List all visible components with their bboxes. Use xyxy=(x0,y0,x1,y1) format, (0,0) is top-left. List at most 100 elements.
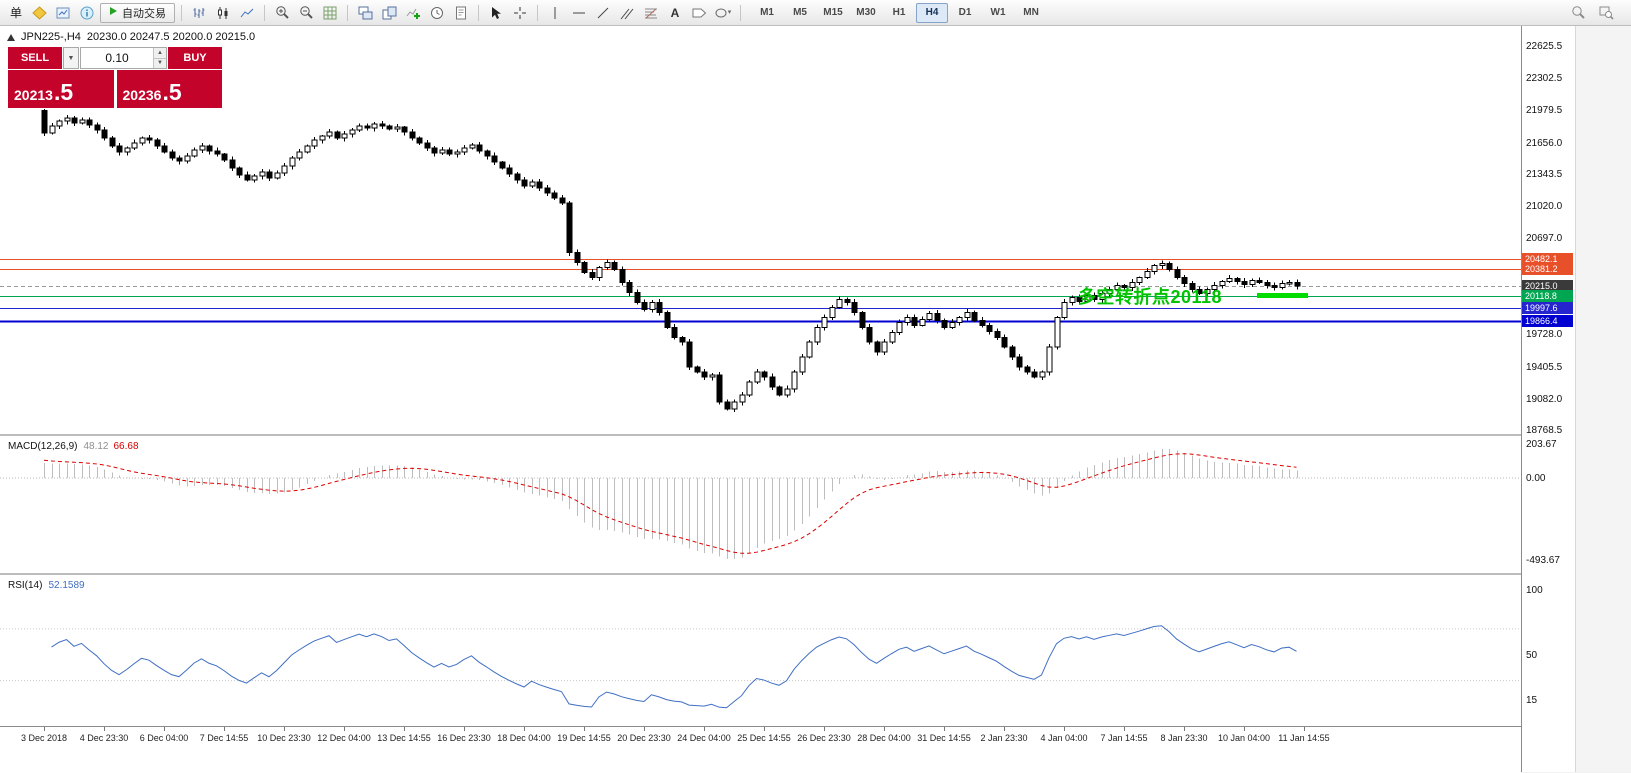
candle-body xyxy=(41,109,48,134)
market-watch-icon[interactable] xyxy=(52,3,74,23)
rsi-line xyxy=(51,625,1297,709)
candle-body xyxy=(776,386,783,396)
candle-body xyxy=(56,120,63,127)
lot-increase-button[interactable]: ▲ xyxy=(154,48,166,59)
candle-body xyxy=(919,318,926,326)
candle-body xyxy=(746,381,753,396)
shapes-caret-icon: ▾ xyxy=(727,9,732,16)
buy-price-main: 20236 xyxy=(122,87,162,104)
vertical-line-tool-icon[interactable] xyxy=(544,3,566,23)
candle-body xyxy=(259,171,266,177)
candle-body xyxy=(304,145,311,153)
crosshair-icon[interactable] xyxy=(509,3,531,23)
new-order-icon[interactable] xyxy=(28,3,50,23)
timeframe-h1[interactable]: H1 xyxy=(892,7,906,18)
rsi-scale-label: 100 xyxy=(1526,585,1543,596)
candle-body xyxy=(1256,280,1263,284)
candle-body xyxy=(394,126,401,130)
separator xyxy=(181,4,183,21)
price-axis-label: 21020.0 xyxy=(1526,200,1563,212)
rsi-pane-canvas[interactable] xyxy=(0,576,1521,724)
candle-body xyxy=(859,311,866,328)
zoom-in-icon[interactable] xyxy=(271,3,293,23)
time-axis-label: 2 Jan 23:30 xyxy=(980,733,1028,743)
candle-body xyxy=(116,145,123,153)
sell-price-button[interactable]: 20213 .5 xyxy=(8,70,114,108)
candle-body xyxy=(101,129,108,139)
candle-body xyxy=(364,125,371,129)
timeframe-mn[interactable]: MN xyxy=(1023,7,1039,18)
candle-body xyxy=(836,298,843,308)
candle-body xyxy=(1031,371,1038,378)
annotation-text[interactable]: 多空转折点20118 xyxy=(1078,287,1223,307)
zoom-out-icon[interactable] xyxy=(295,3,317,23)
candle-body xyxy=(799,356,806,373)
buy-price-button[interactable]: 20236 .5 xyxy=(116,70,222,108)
time-axis-label: 31 Dec 14:55 xyxy=(917,733,971,743)
fibonacci-tool-icon[interactable] xyxy=(640,3,662,23)
macd-scale-label: 0.00 xyxy=(1526,472,1546,484)
timeframe-m1[interactable]: M1 xyxy=(760,7,774,18)
candle-body xyxy=(199,145,206,151)
candle-body xyxy=(956,316,963,323)
rsi-scale-label: 15 xyxy=(1526,695,1538,706)
candle-body xyxy=(994,330,1001,338)
cursor-icon[interactable] xyxy=(485,3,507,23)
data-window-icon[interactable] xyxy=(76,3,98,23)
time-axis-label: 7 Dec 14:55 xyxy=(199,733,249,743)
lot-decrease-button[interactable]: ▼ xyxy=(154,58,166,68)
text-tool-icon[interactable]: A xyxy=(670,5,680,20)
time-axis[interactable]: 3 Dec 2018 4 Dec 23:30 6 Dec 04:00 7 Dec 14… xyxy=(0,726,1521,773)
timeframe-m15[interactable]: M15 xyxy=(823,7,843,18)
candlestick-chart-icon[interactable] xyxy=(212,3,234,23)
buy-button[interactable]: BUY xyxy=(168,47,222,69)
timeframe-h4[interactable]: H4 xyxy=(916,2,949,23)
timeframe-m30[interactable]: M30 xyxy=(856,7,876,18)
label-tool-icon[interactable] xyxy=(688,3,710,23)
autotrading-button[interactable]: 自动交易 xyxy=(100,2,176,23)
price-axis[interactable]: 22625.5 22302.5 21979.5 21656.0 21343.5 21020… xyxy=(1521,26,1575,772)
grid-icon[interactable] xyxy=(319,3,341,23)
bar-chart-icon[interactable] xyxy=(188,3,210,23)
lot-size-input[interactable] xyxy=(81,48,153,68)
trade-settings-dropdown[interactable]: ▼ xyxy=(63,47,79,69)
line-chart-icon[interactable] xyxy=(236,3,258,23)
tile-windows-icon[interactable] xyxy=(354,3,376,23)
chart-window[interactable]: JPN225-,H4 20230.0 20247.5 20200.0 20215… xyxy=(0,26,1631,773)
price-chart-canvas[interactable] xyxy=(0,26,1521,434)
macd-pane-canvas[interactable] xyxy=(0,437,1521,573)
candle-body xyxy=(491,155,498,163)
timeframe-w1[interactable]: W1 xyxy=(990,7,1006,18)
candle-body xyxy=(476,144,483,152)
chart-window-icon xyxy=(7,33,15,41)
candle-body xyxy=(986,324,993,332)
rsi-pane-resizer[interactable] xyxy=(0,573,1575,575)
templates-icon[interactable] xyxy=(450,3,472,23)
candle-body xyxy=(191,149,198,157)
shapes-tool-icon[interactable]: ▾ xyxy=(712,3,734,23)
time-axis-tick xyxy=(44,727,45,731)
sell-button[interactable]: SELL xyxy=(8,47,62,69)
horizontal-line-tool-icon[interactable] xyxy=(568,3,590,23)
time-axis-label: 4 Jan 04:00 xyxy=(1040,733,1088,743)
channel-tool-icon[interactable] xyxy=(616,3,638,23)
indicators-icon[interactable] xyxy=(402,3,424,23)
trendline-tool-icon[interactable] xyxy=(592,3,614,23)
candle-body xyxy=(934,312,941,321)
time-axis-tick xyxy=(884,727,885,731)
search-icon[interactable] xyxy=(1567,3,1589,23)
candle-body xyxy=(1054,316,1061,348)
symbol-search-icon[interactable] xyxy=(1595,3,1617,23)
candle-body xyxy=(559,197,566,204)
candle-body xyxy=(349,129,356,135)
timeframe-d1[interactable]: D1 xyxy=(958,7,972,18)
price-axis-label: 21979.5 xyxy=(1526,105,1563,117)
candle-body xyxy=(731,401,738,410)
candle-body xyxy=(514,173,521,181)
candle-body xyxy=(281,165,288,174)
order-menu[interactable]: 单 xyxy=(10,6,23,20)
macd-pane-resizer[interactable] xyxy=(0,434,1575,436)
periods-icon[interactable] xyxy=(426,3,448,23)
timeframe-m5[interactable]: M5 xyxy=(793,7,807,18)
cascade-windows-icon[interactable] xyxy=(378,3,400,23)
